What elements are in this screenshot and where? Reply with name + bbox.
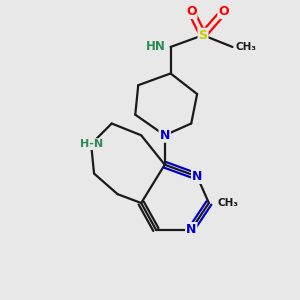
Text: O: O (186, 5, 196, 18)
Text: O: O (218, 5, 229, 18)
Text: N: N (186, 223, 196, 236)
Text: N: N (192, 170, 202, 183)
Text: N: N (160, 129, 170, 142)
Text: HN: HN (146, 40, 166, 53)
Text: H-N: H-N (80, 139, 103, 149)
Text: S: S (199, 29, 208, 42)
Text: CH₃: CH₃ (236, 42, 256, 52)
Text: CH₃: CH₃ (218, 198, 239, 208)
